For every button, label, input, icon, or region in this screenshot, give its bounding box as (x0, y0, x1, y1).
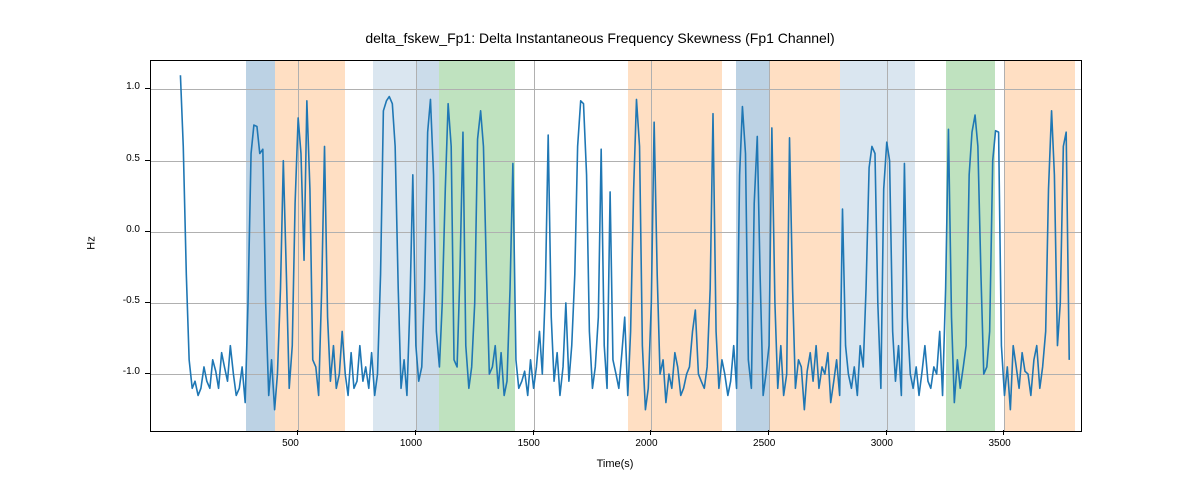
x-tick-mark (886, 430, 887, 435)
y-tick-label: 1.0 (126, 81, 140, 92)
plot-area (150, 60, 1082, 432)
x-tick-label: 1500 (518, 438, 540, 449)
y-tick-mark (145, 160, 150, 161)
line-chart: delta_fskew_Fp1: Delta Instantaneous Fre… (0, 0, 1200, 500)
x-tick-mark (297, 430, 298, 435)
x-tick-label: 3000 (871, 438, 893, 449)
y-tick-mark (145, 231, 150, 232)
x-tick-mark (768, 430, 769, 435)
y-tick-mark (145, 88, 150, 89)
x-tick-label: 2500 (753, 438, 775, 449)
x-tick-label: 3500 (988, 438, 1010, 449)
y-tick-label: 0.0 (126, 224, 140, 235)
x-tick-mark (1003, 430, 1004, 435)
y-tick-label: -1.0 (123, 366, 140, 377)
x-tick-mark (650, 430, 651, 435)
chart-title: delta_fskew_Fp1: Delta Instantaneous Fre… (0, 30, 1200, 46)
x-tick-label: 1000 (400, 438, 422, 449)
y-tick-mark (145, 302, 150, 303)
y-tick-mark (145, 373, 150, 374)
x-tick-mark (415, 430, 416, 435)
x-axis-label: Time(s) (150, 458, 1080, 470)
y-tick-label: 0.5 (126, 153, 140, 164)
x-tick-label: 2000 (635, 438, 657, 449)
y-axis-label: Hz (86, 236, 98, 249)
data-line (180, 75, 1069, 409)
y-tick-label: -0.5 (123, 295, 140, 306)
x-tick-mark (533, 430, 534, 435)
line-series (151, 61, 1081, 431)
x-tick-label: 500 (282, 438, 299, 449)
